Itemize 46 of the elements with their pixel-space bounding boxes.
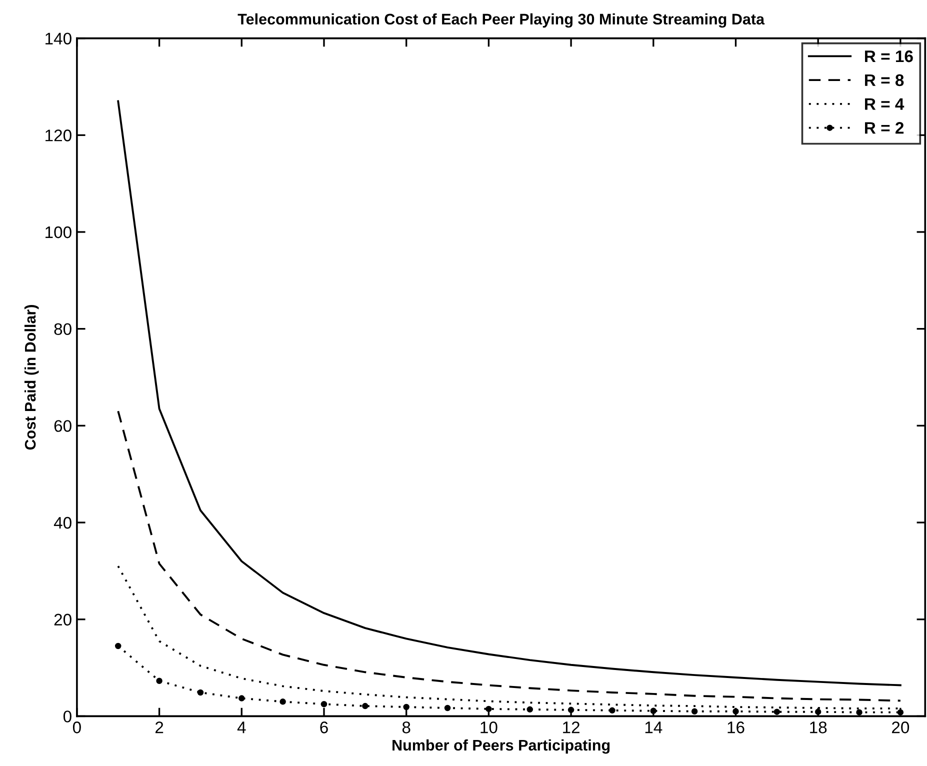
- legend-label: R = 2: [865, 122, 904, 134]
- y-tick-label: 60: [54, 420, 72, 432]
- point: [114, 642, 122, 650]
- point: [814, 708, 822, 715]
- point: [609, 707, 616, 714]
- line-series: [117, 410, 902, 702]
- point: [774, 708, 780, 715]
- legend-label: R = 8: [865, 74, 904, 86]
- y-tick-label: 20: [54, 614, 72, 626]
- x-tick-label: 0: [72, 722, 81, 734]
- x-tick-label: 8: [402, 722, 410, 734]
- x-tick-label: 4: [237, 722, 246, 734]
- point: [486, 706, 492, 712]
- point: [403, 704, 410, 710]
- x-tick-label: 16: [728, 722, 744, 734]
- x-tick-label: 6: [320, 722, 328, 734]
- y-tick-label: 0: [63, 710, 72, 722]
- point: [156, 678, 162, 684]
- point: [444, 704, 451, 712]
- x-tick-label: 14: [645, 722, 662, 734]
- chart-title: Telecommunication Cost of Each Peer Playing 30 Minute Streaming Data: [238, 13, 765, 28]
- point: [568, 706, 574, 714]
- y-tick-label: 80: [54, 323, 72, 336]
- point: [197, 689, 204, 696]
- x-tick-label: 12: [563, 722, 580, 734]
- x-tick-label: 20: [892, 722, 910, 734]
- legend-label: R = 4: [865, 98, 904, 110]
- point: [320, 700, 328, 708]
- point: [650, 708, 657, 714]
- x-tick-label: 10: [480, 722, 498, 734]
- legend-label: R = 16: [865, 50, 913, 62]
- point: [238, 695, 245, 702]
- y-tick-label: 140: [46, 32, 72, 45]
- point: [526, 706, 533, 713]
- point: [362, 702, 368, 710]
- point: [691, 708, 698, 714]
- point: [280, 698, 286, 705]
- y-tick-label: 40: [54, 516, 72, 529]
- y-tick-label: 120: [46, 130, 72, 142]
- x-tick-label: 18: [810, 722, 827, 734]
- point: [856, 709, 862, 716]
- point: [897, 709, 904, 716]
- y-tick-label: 100: [46, 226, 72, 238]
- y-axis-title: Cost Paid (in Dollar): [24, 305, 39, 450]
- x-axis-title: Number of Peers Participating: [392, 739, 610, 754]
- x-tick-label: 2: [155, 722, 164, 734]
